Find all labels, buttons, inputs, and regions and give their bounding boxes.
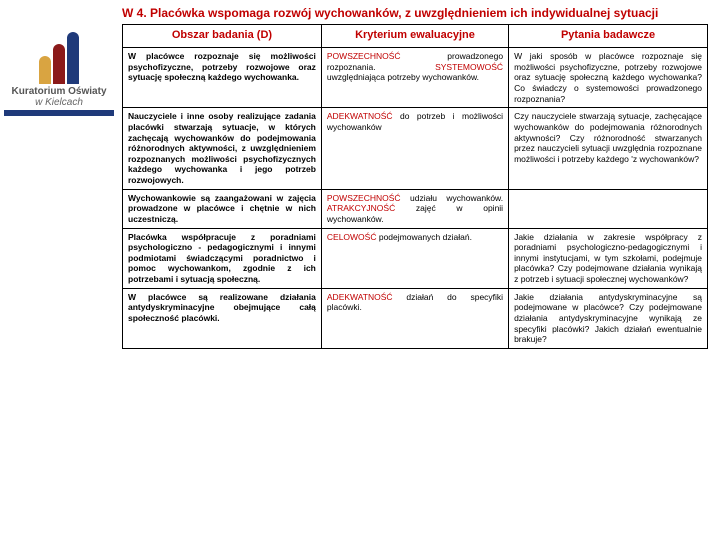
- cell-obszar: W placówce rozpoznaje się możliwości psy…: [123, 48, 322, 108]
- logo-text-main: Kuratorium Oświaty: [4, 86, 114, 97]
- table-row: Nauczyciele i inne osoby realizujące zad…: [123, 108, 708, 189]
- logo: Kuratorium Oświaty w Kielcach: [4, 30, 114, 116]
- cell-obszar: Wychowankowie są zaangażowani w zajęcia …: [123, 189, 322, 228]
- cell-pytania: Czy nauczyciele stwarzają sytuacje, zach…: [509, 108, 708, 189]
- table-body: W placówce rozpoznaje się możliwości psy…: [123, 48, 708, 349]
- cell-pytania: Jakie działania antydyskryminacyjne są p…: [509, 288, 708, 348]
- header-pytania: Pytania badawcze: [509, 25, 708, 48]
- cell-obszar: Placówka współpracuje z poradniami psych…: [123, 228, 322, 288]
- cell-kryterium: ADEKWATNOŚĆ działań do specyfiki placówk…: [321, 288, 508, 348]
- header-obszar: Obszar badania (D): [123, 25, 322, 48]
- cell-pytania: Jakie działania w zakresie współpracy z …: [509, 228, 708, 288]
- cell-kryterium: POWSZECHNOŚĆ udziału wychowanków. ATRAKC…: [321, 189, 508, 228]
- table-row: Placówka współpracuje z poradniami psych…: [123, 228, 708, 288]
- logo-bars: [4, 30, 114, 84]
- table-row: Wychowankowie są zaangażowani w zajęcia …: [123, 189, 708, 228]
- cell-pytania: [509, 189, 708, 228]
- cell-kryterium: POWSZECHNOŚĆ prowadzonego rozpoznania. S…: [321, 48, 508, 108]
- cell-obszar: W placówce są realizowane działania anty…: [123, 288, 322, 348]
- cell-kryterium: ADEKWATNOŚĆ do potrzeb i możliwości wych…: [321, 108, 508, 189]
- logo-text-sub: w Kielcach: [4, 97, 114, 108]
- cell-obszar: Nauczyciele i inne osoby realizujące zad…: [123, 108, 322, 189]
- cell-kryterium: CELOWOŚĆ podejmowanych działań.: [321, 228, 508, 288]
- page-title: W 4. Placówka wspomaga rozwój wychowankó…: [122, 6, 708, 20]
- logo-underline: [4, 110, 114, 116]
- cell-pytania: W jaki sposób w placówce rozpoznaje się …: [509, 48, 708, 108]
- evaluation-table: Obszar badania (D) Kryterium ewaluacyjne…: [122, 24, 708, 348]
- table-row: W placówce rozpoznaje się możliwości psy…: [123, 48, 708, 108]
- table-row: W placówce są realizowane działania anty…: [123, 288, 708, 348]
- header-kryterium: Kryterium ewaluacyjne: [321, 25, 508, 48]
